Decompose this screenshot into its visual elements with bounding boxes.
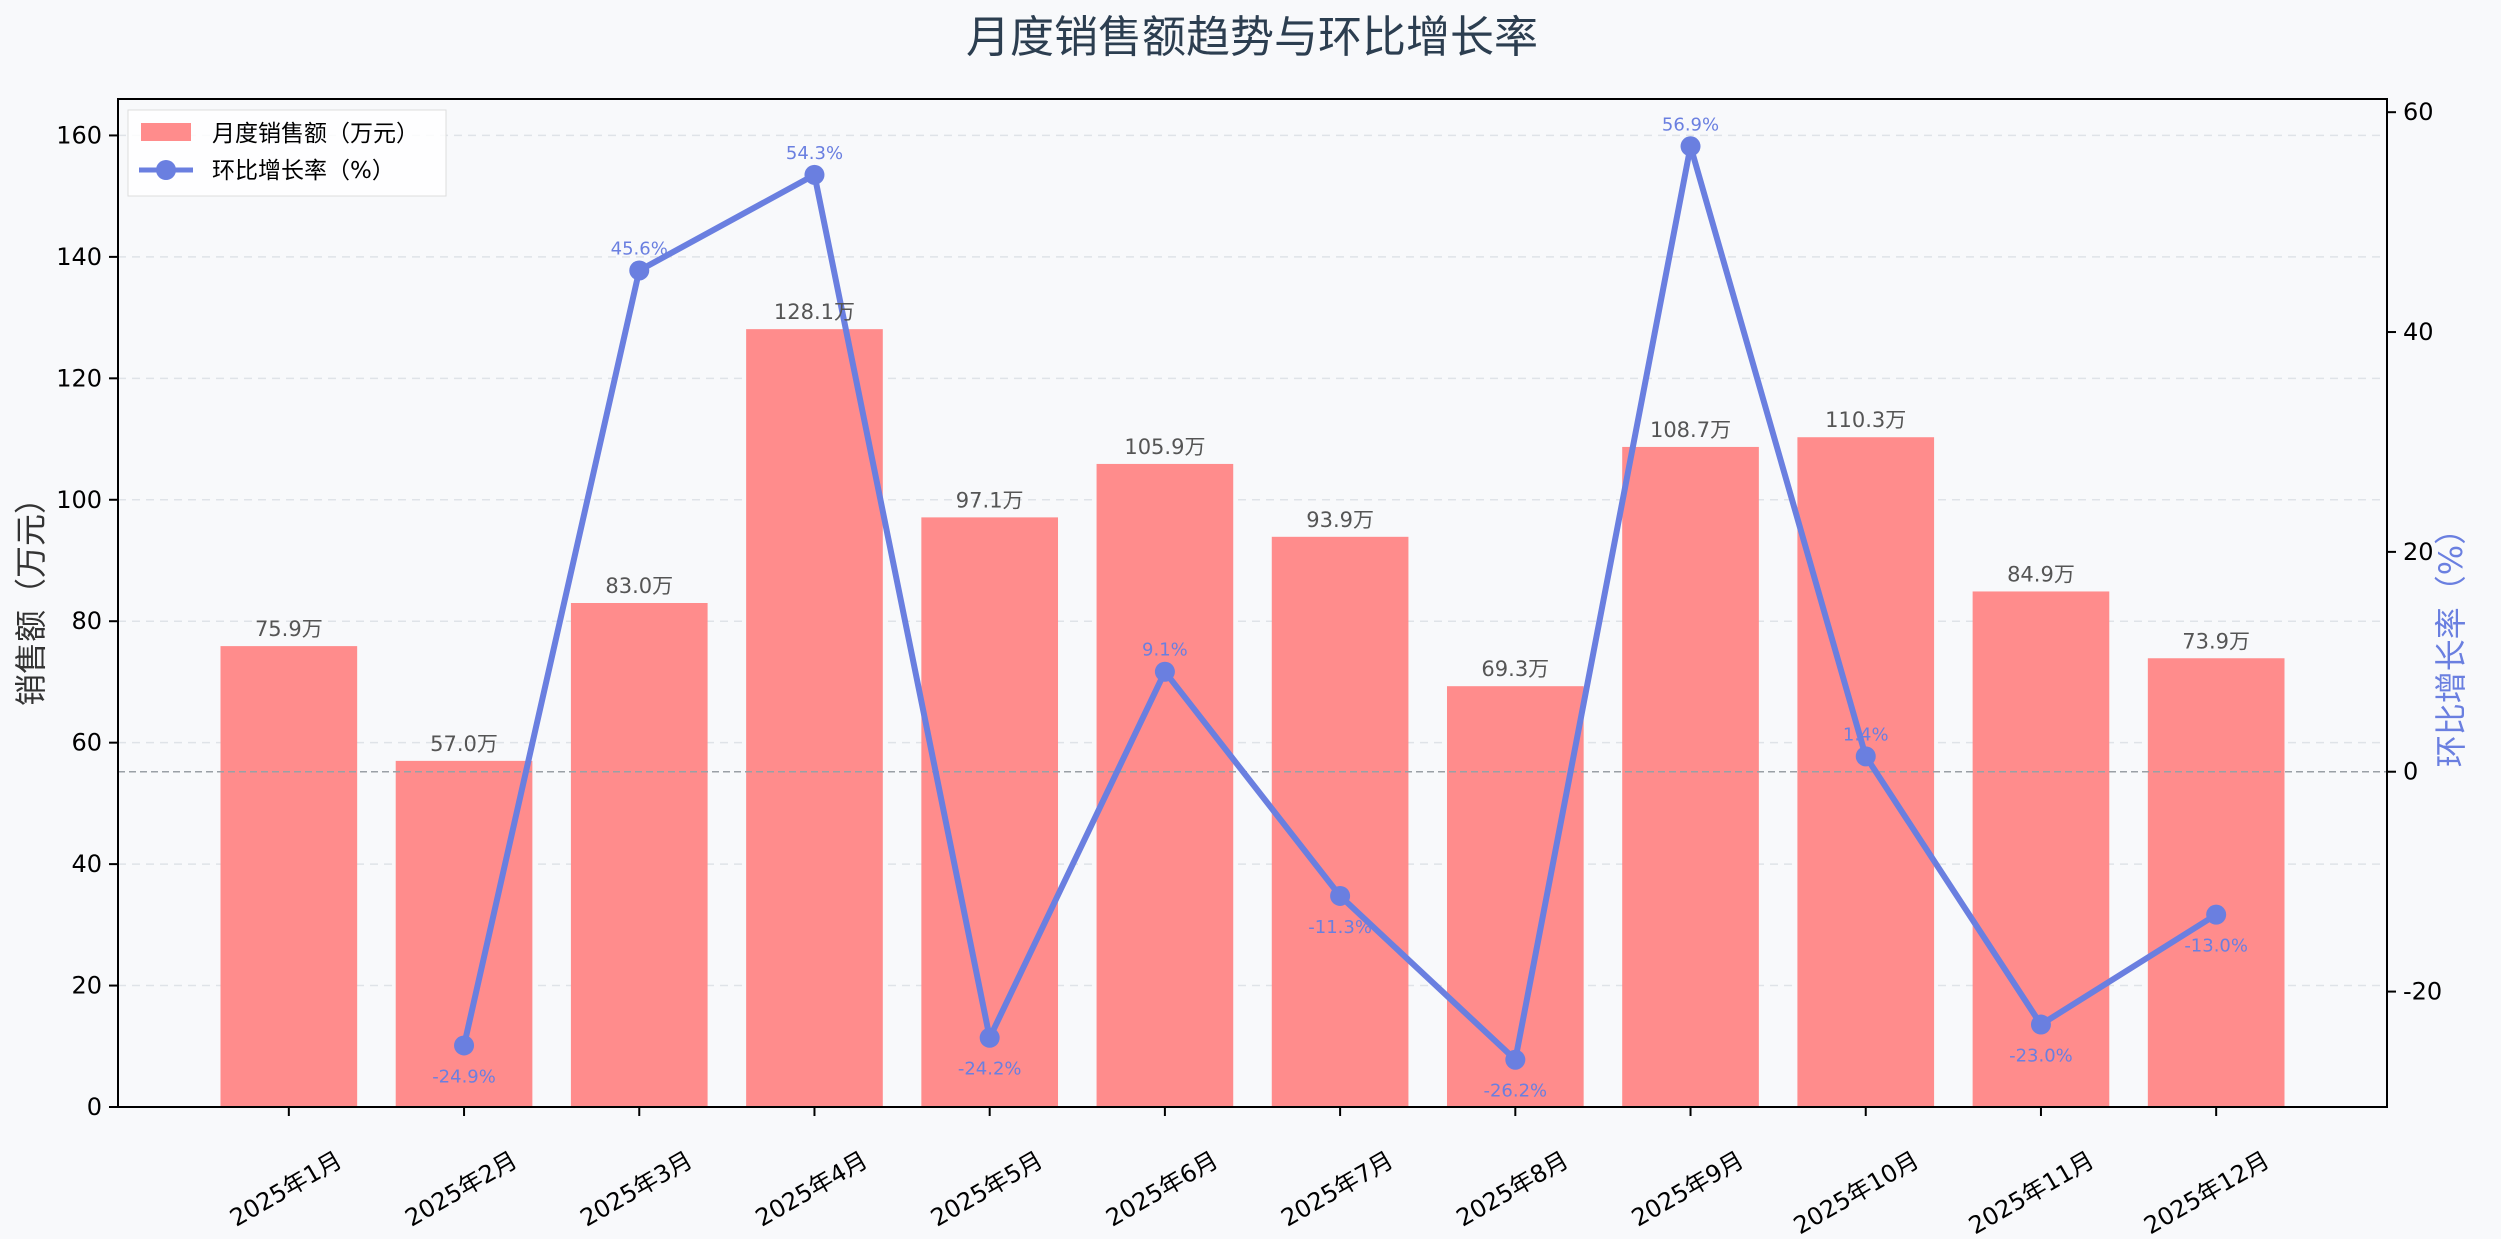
bar-value-label: 69.3万 (1481, 657, 1549, 681)
growth-value-label: -24.2% (958, 1059, 1022, 1080)
right-tick-label: 40 (2403, 318, 2434, 346)
bar-value-label: 93.9万 (1306, 508, 1374, 532)
bar-series (220, 329, 2285, 1108)
growth-point (804, 164, 825, 185)
x-tick-label: 2025年7月 (1276, 1146, 1398, 1232)
growth-point (454, 1035, 475, 1056)
x-tick-label: 2025年12月 (2139, 1146, 2274, 1239)
growth-value-label: 45.6% (611, 238, 668, 259)
right-tick-label: -20 (2403, 978, 2442, 1006)
growth-point (629, 260, 650, 281)
growth-value-label: -11.3% (1308, 917, 1372, 938)
sales-bar (1622, 446, 1759, 1108)
growth-point (1855, 746, 1876, 767)
legend-bar-label: 月度销售额（万元） (212, 121, 419, 147)
right-tick-label: 60 (2403, 98, 2434, 126)
x-tick-label: 2025年9月 (1627, 1146, 1749, 1232)
bar-value-label: 75.9万 (255, 617, 323, 641)
left-tick-label: 100 (56, 486, 102, 514)
growth-point (2206, 904, 2227, 925)
x-tick-label: 2025年2月 (400, 1146, 522, 1232)
plot-frame (117, 98, 2388, 1108)
sales-bar (570, 603, 708, 1107)
left-tick-label: 140 (56, 243, 102, 271)
growth-value-label: -23.0% (2009, 1046, 2073, 1067)
growth-point (2030, 1014, 2051, 1035)
legend-bar-swatch (141, 123, 191, 141)
growth-point (979, 1027, 1000, 1048)
sales-bar (220, 646, 358, 1107)
x-tick-label: 2025年3月 (576, 1146, 698, 1232)
growth-value-label: 56.9% (1662, 114, 1719, 135)
growth-value-label: 54.3% (786, 143, 843, 164)
bar-value-label: 83.0万 (605, 574, 673, 598)
left-tick-label: 160 (56, 121, 102, 149)
left-axis-label: 销售额（万元） (12, 482, 50, 706)
right-y-axis: -20 0 20 40 60 (2387, 98, 2442, 1006)
growth-point (1330, 885, 1351, 906)
x-tick-label: 2025年6月 (1101, 1146, 1223, 1232)
bar-value-label: 73.9万 (2182, 629, 2250, 653)
line-series (454, 136, 2227, 1070)
x-tick-label: 2025年10月 (1789, 1146, 1924, 1239)
growth-value-label: -24.9% (432, 1066, 496, 1087)
x-tick-label: 2025年11月 (1964, 1146, 2099, 1239)
left-tick-label: 40 (71, 850, 102, 878)
chart-title: 月度销售额趋势与环比增长率 (966, 12, 1538, 63)
bar-value-label: 110.3万 (1825, 408, 1906, 432)
left-tick-label: 60 (71, 729, 102, 757)
bar-value-label: 108.7万 (1650, 418, 1731, 442)
x-tick-label: 2025年8月 (1452, 1146, 1574, 1232)
x-axis: 2025年1月 2025年2月 2025年3月 2025年4月 2025年5月 2025年… (225, 1107, 2274, 1239)
bar-value-label: 97.1万 (956, 488, 1024, 512)
growth-point (1505, 1049, 1526, 1070)
bar-value-label: 57.0万 (430, 732, 498, 756)
growth-value-label: 1.4% (1843, 724, 1889, 745)
legend: 月度销售额（万元） 环比增长率（%） (127, 109, 447, 197)
left-tick-label: 20 (71, 972, 102, 1000)
x-tick-label: 2025年1月 (225, 1146, 347, 1232)
x-tick-label: 2025年5月 (926, 1146, 1048, 1232)
right-tick-label: 0 (2403, 758, 2418, 786)
bar-value-label: 105.9万 (1124, 435, 1205, 459)
sales-bar (2147, 658, 2285, 1107)
sales-bar (1096, 463, 1234, 1107)
left-tick-label: 0 (87, 1093, 102, 1121)
sales-bar (1446, 686, 1584, 1107)
legend-line-marker (156, 160, 176, 180)
right-tick-label: 20 (2403, 538, 2434, 566)
data-labels: 75.9万 57.0万 83.0万 128.1万 97.1万 105.9万 93.9万 69.… (255, 114, 2250, 1101)
bar-value-label: 84.9万 (2007, 562, 2075, 586)
right-axis-label: 环比增长率（%） (2432, 513, 2470, 767)
bar-value-label: 128.1万 (774, 300, 855, 324)
left-y-axis: 0 20 40 60 80 100 120 140 160 (56, 121, 118, 1121)
growth-value-label: -13.0% (2184, 936, 2248, 957)
growth-value-label: -26.2% (1483, 1081, 1547, 1102)
left-tick-label: 80 (71, 607, 102, 635)
growth-point (1680, 136, 1701, 157)
x-tick-label: 2025年4月 (751, 1146, 873, 1232)
left-tick-label: 120 (56, 364, 102, 392)
sales-bar (1271, 536, 1409, 1107)
growth-point (1154, 661, 1175, 682)
sales-bar (746, 329, 883, 1107)
growth-value-label: 9.1% (1142, 640, 1188, 661)
legend-line-label: 环比增长率（%） (212, 158, 395, 184)
